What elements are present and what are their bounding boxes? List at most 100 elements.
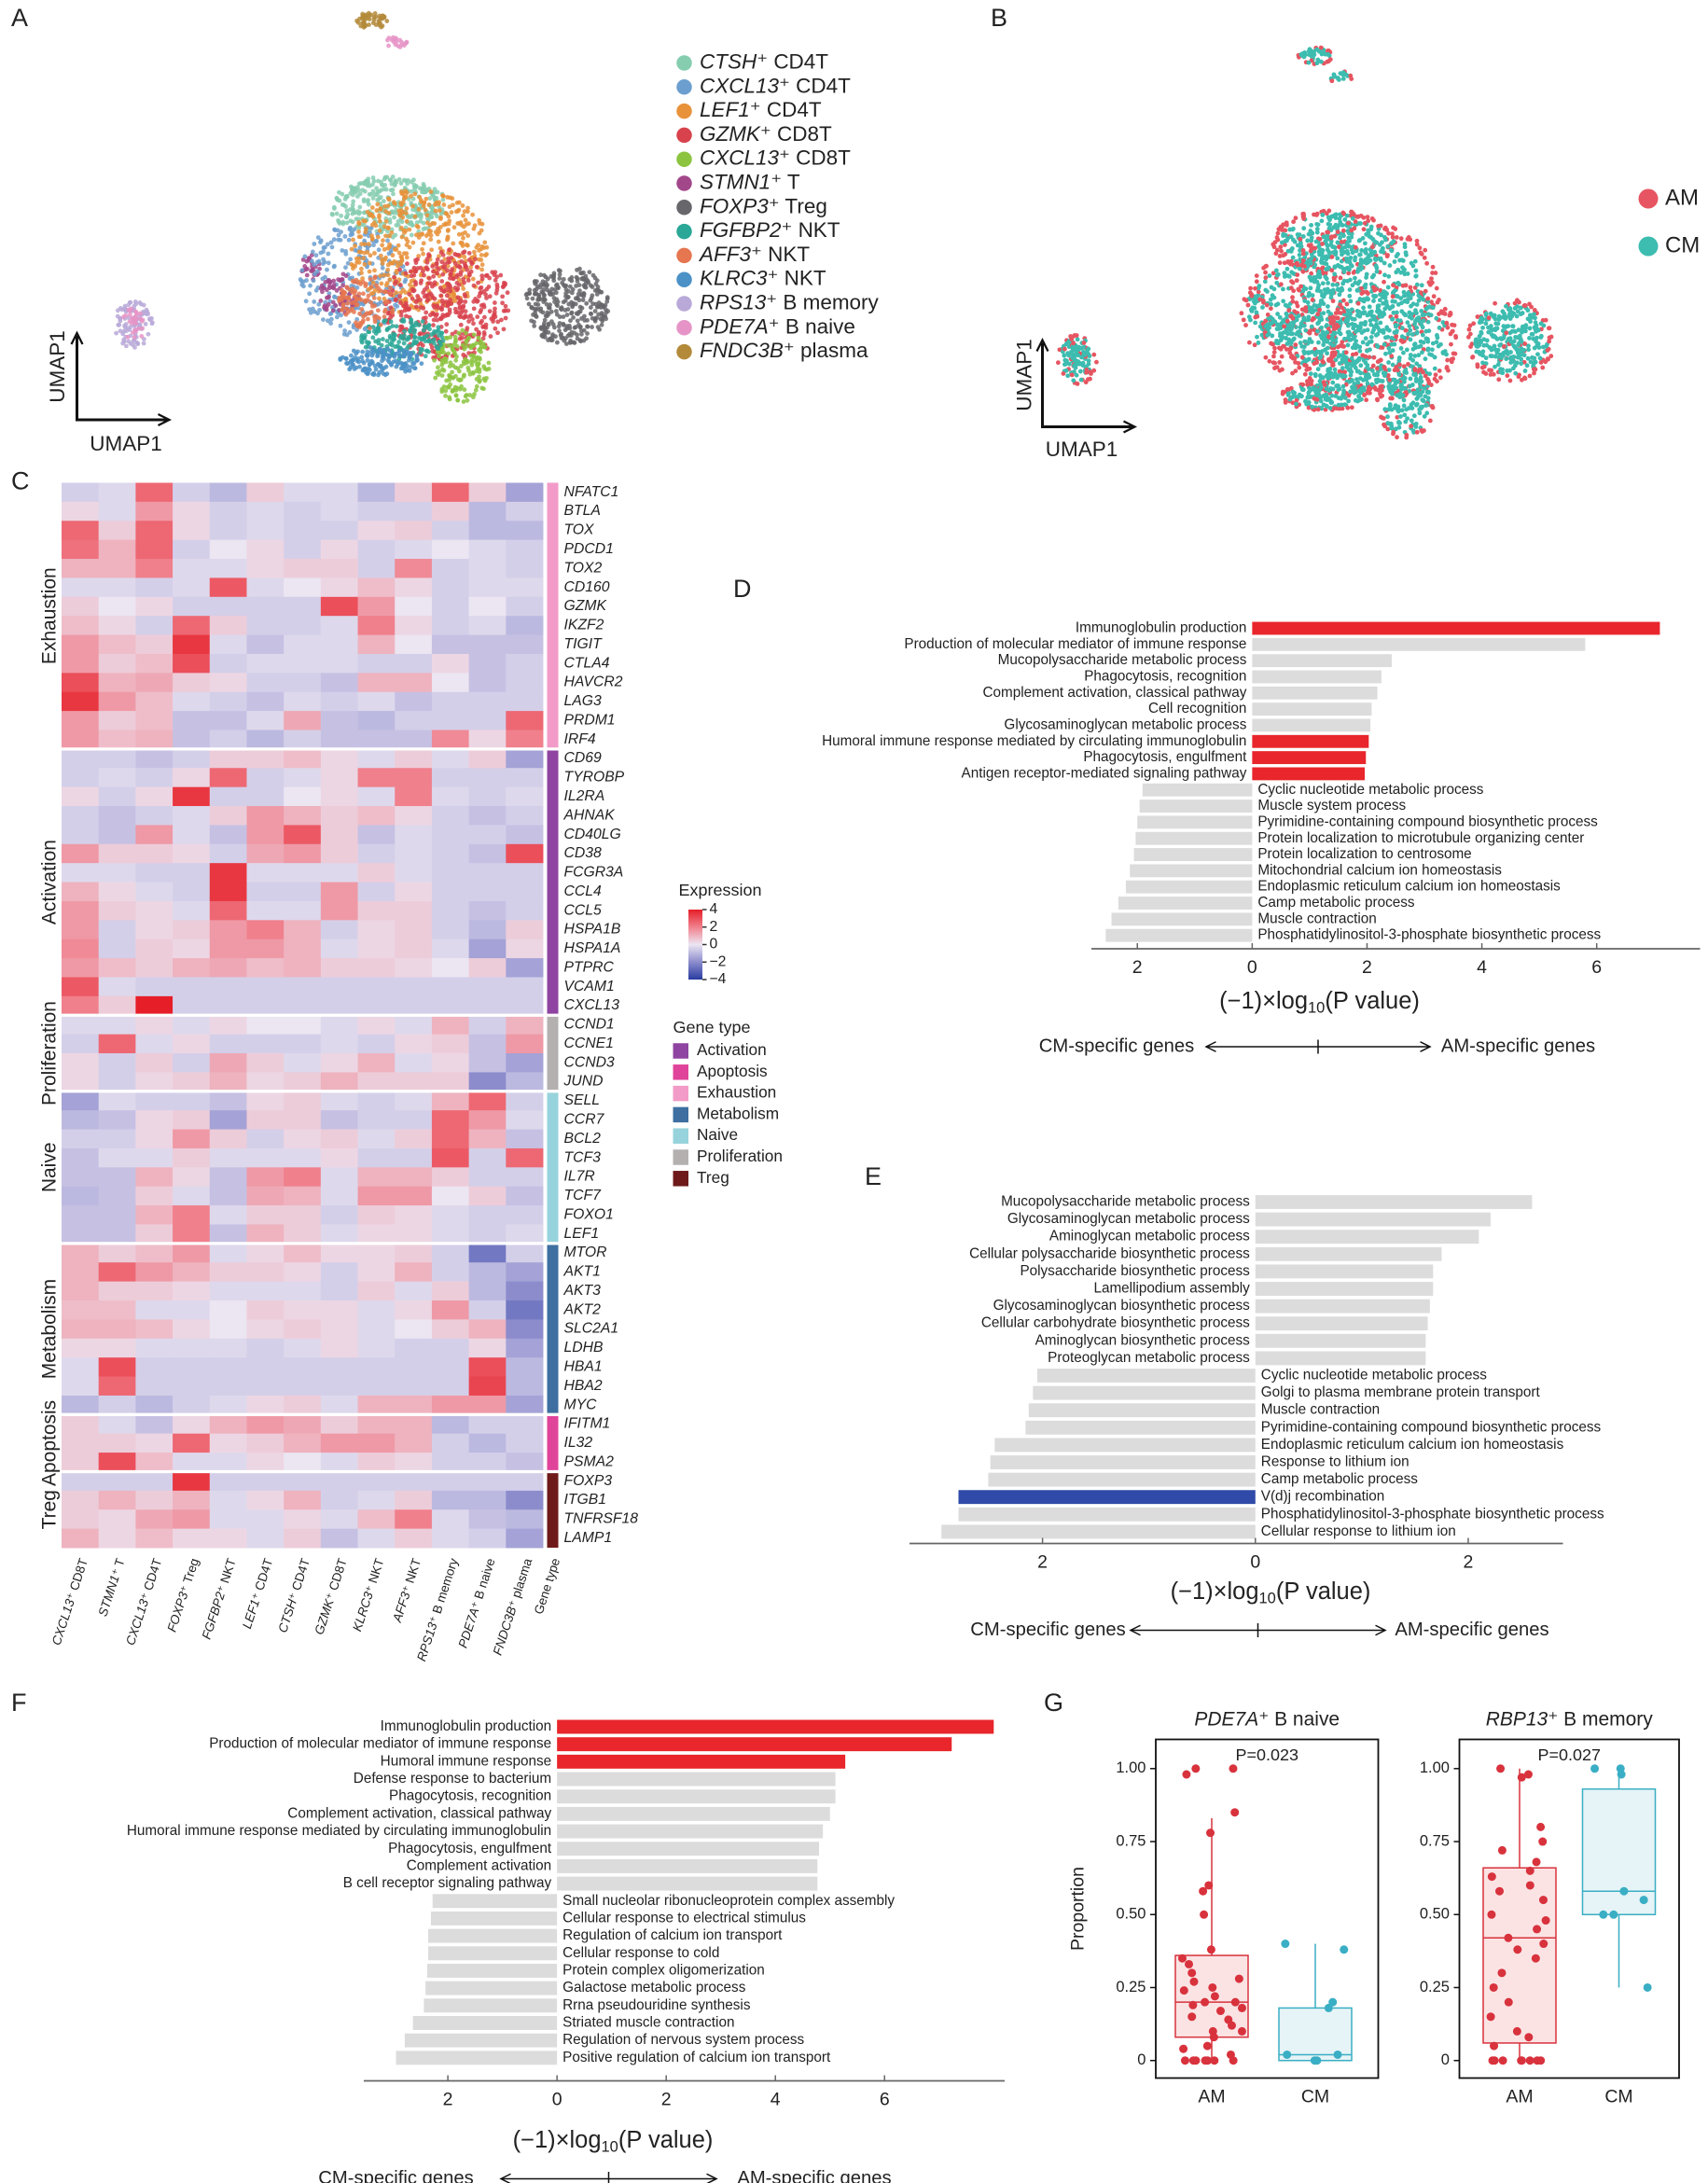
umap-point: [326, 277, 331, 283]
umap-point: [115, 308, 120, 313]
umap-point: [1493, 316, 1498, 322]
umap-point: [1308, 285, 1313, 291]
umap-point: [1448, 311, 1453, 315]
umap-point: [403, 304, 409, 309]
umap-point: [424, 298, 430, 303]
umap-point: [359, 242, 364, 247]
umap-point: [442, 257, 448, 262]
umap-point: [387, 333, 393, 339]
umap-point: [337, 296, 341, 301]
umap-point: [1401, 397, 1407, 403]
legend-label: FOXP3⁺ Treg: [700, 194, 827, 217]
gene-name: PDE7A: [700, 314, 769, 338]
umap-point: [1271, 320, 1275, 325]
umap-point: [363, 226, 368, 231]
umap-point: [557, 271, 562, 277]
umap-point: [1344, 213, 1350, 218]
umap-point: [1084, 349, 1090, 355]
umap-point: [431, 337, 437, 342]
umap-point: [1064, 359, 1069, 364]
umap-point: [1330, 363, 1336, 368]
umap-point: [1263, 355, 1269, 360]
umap-point: [375, 353, 381, 358]
umap-point: [1354, 287, 1360, 293]
umap-point: [1273, 268, 1279, 273]
gene-name: CXCL13: [700, 74, 779, 97]
umap-point: [339, 229, 343, 234]
umap-point: [1388, 403, 1393, 409]
umap-point: [381, 337, 385, 341]
umap-point: [418, 218, 424, 224]
umap-point: [1077, 368, 1083, 374]
umap-point: [402, 230, 407, 235]
umap-point: [1504, 330, 1509, 336]
umap-point: [363, 218, 368, 224]
umap-point: [368, 291, 374, 297]
umap-point: [1241, 317, 1246, 323]
umap-point: [429, 332, 435, 337]
umap-point: [133, 321, 138, 327]
umap-point: [1389, 335, 1395, 341]
umap-point: [451, 375, 456, 381]
umap-point: [1451, 356, 1456, 361]
umap-point: [535, 302, 541, 307]
umap-point: [378, 207, 383, 212]
umap-point: [1437, 375, 1443, 381]
umap-point: [390, 253, 396, 258]
umap-point: [534, 291, 539, 296]
umap-point: [339, 313, 343, 318]
umap-point: [393, 302, 398, 308]
umap-point: [479, 385, 485, 391]
umap-point: [1340, 228, 1346, 233]
umap-point: [1321, 208, 1326, 214]
umap-point: [1255, 334, 1259, 340]
umap-point: [1340, 281, 1346, 286]
umap-point: [487, 294, 493, 299]
umap-point: [1442, 306, 1448, 312]
panel-letter: C: [11, 467, 29, 495]
umap-point: [374, 192, 380, 198]
umap-point: [394, 290, 399, 296]
umap-point: [129, 306, 134, 312]
umap-point: [339, 213, 344, 218]
umap-point: [1534, 323, 1539, 328]
umap-point: [1290, 295, 1295, 300]
umap-point: [376, 338, 382, 342]
umap-point: [1503, 325, 1508, 330]
umap-point: [367, 191, 372, 197]
umap-point: [343, 265, 348, 271]
umap-point: [385, 238, 390, 243]
umap-point: [1383, 335, 1388, 341]
umap-point: [1506, 307, 1511, 313]
umap-point: [470, 316, 475, 322]
umap-point: [332, 228, 338, 232]
umap-point: [1538, 335, 1544, 340]
umap-point: [410, 288, 416, 294]
umap-point: [369, 205, 375, 210]
umap-point: [604, 310, 609, 315]
umap-point: [362, 335, 368, 341]
umap-point: [1427, 352, 1433, 357]
umap-point: [571, 314, 576, 320]
umap-point: [1361, 305, 1366, 311]
umap-point: [1360, 340, 1366, 345]
umap-point: [1422, 428, 1426, 433]
umap-point: [454, 200, 460, 205]
umap-point: [1430, 341, 1436, 346]
umap-point: [366, 316, 370, 322]
umap-point: [394, 324, 399, 329]
umap-point: [424, 196, 429, 202]
umap-point: [1400, 393, 1406, 398]
umap-point: [1529, 331, 1534, 337]
umap-point: [368, 276, 373, 282]
umap-point: [1321, 49, 1326, 54]
umap-point: [1301, 226, 1307, 231]
umap-point: [382, 296, 387, 301]
umap-point: [1543, 317, 1548, 323]
umap-point: [1333, 357, 1339, 363]
umap-point: [403, 211, 409, 216]
umap-point: [1425, 296, 1431, 301]
umap-point: [384, 299, 390, 304]
umap-point: [385, 267, 391, 272]
umap-point: [500, 300, 506, 306]
